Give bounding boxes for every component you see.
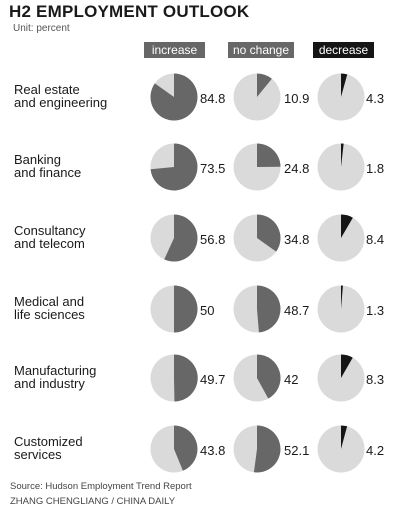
- data-label: 34.8: [284, 232, 310, 247]
- data-label: 1.8: [366, 161, 385, 176]
- row-label: Banking and finance: [14, 152, 82, 180]
- pie-slice-no-change: [257, 354, 281, 399]
- pie-slice-increase: [150, 73, 198, 121]
- source-note: Source: Hudson Employment Trend Report: [10, 481, 192, 492]
- data-label: 84.8: [200, 91, 226, 106]
- pie-slice-decrease: [341, 214, 353, 238]
- header-no-change: no change: [228, 42, 294, 58]
- data-label: 49.7: [200, 372, 226, 387]
- pie-slice-decrease: [341, 354, 353, 378]
- pie-slice-increase: [174, 354, 198, 402]
- data-label: 8.4: [366, 232, 385, 247]
- pie-slice-increase: [174, 425, 198, 471]
- pie-slice-no-change: [253, 425, 281, 473]
- pie-slice-decrease: [341, 143, 344, 167]
- row-label: Consultancy and telecom: [14, 223, 86, 251]
- data-label: 1.3: [366, 303, 385, 318]
- pie-slice-no-change: [257, 285, 281, 333]
- data-label: 48.7: [284, 303, 310, 318]
- data-label: 50: [200, 303, 215, 318]
- pie-slice-increase: [174, 285, 198, 333]
- credit-note: ZHANG CHENGLIANG / CHINA DAILY: [10, 496, 176, 507]
- data-label: 56.8: [200, 232, 226, 247]
- pie-slice-increase: [150, 143, 198, 191]
- data-label: 4.2: [366, 443, 385, 458]
- row-label: Customized services: [14, 434, 83, 462]
- chart-title: H2 EMPLOYMENT OUTLOOK: [9, 2, 250, 21]
- pie-slice-increase: [164, 214, 198, 262]
- data-label: 52.1: [284, 443, 310, 458]
- pie-slice-decrease: [341, 425, 348, 449]
- pie-slice-no-change: [257, 73, 272, 97]
- data-label: 73.5: [200, 161, 226, 176]
- pie-slice-decrease: [341, 285, 343, 309]
- data-label: 8.3: [366, 372, 385, 387]
- header-decrease: decrease: [313, 42, 374, 58]
- data-label: 4.3: [366, 91, 385, 106]
- unit-label: Unit: percent: [13, 23, 70, 34]
- pie-slice-no-change: [257, 214, 281, 252]
- row-label: Medical and life sciences: [14, 294, 85, 322]
- data-label: 43.8: [200, 443, 226, 458]
- pie-slice-decrease: [341, 73, 348, 97]
- row-label: Real estate and engineering: [14, 82, 108, 110]
- pie-slice-no-change: [257, 143, 281, 167]
- header-increase: increase: [144, 42, 205, 58]
- data-label: 24.8: [284, 161, 310, 176]
- data-label: 10.9: [284, 91, 310, 106]
- row-label: Manufacturing and industry: [14, 363, 97, 391]
- data-label: 42: [284, 372, 299, 387]
